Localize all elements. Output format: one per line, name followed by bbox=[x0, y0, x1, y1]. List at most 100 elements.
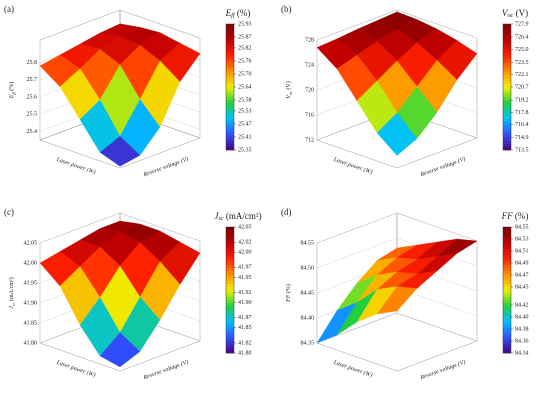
y-axis-label: Reverse voltage (V) bbox=[419, 156, 467, 179]
surface-cell bbox=[376, 286, 418, 315]
z-tick-label: 84.55 bbox=[301, 240, 315, 246]
colorbar-segment bbox=[226, 236, 234, 240]
colorbar-segment bbox=[503, 42, 511, 47]
colorbar-segment bbox=[503, 280, 511, 284]
colorbar-segment bbox=[226, 115, 234, 119]
colorbar-segment bbox=[226, 302, 234, 307]
colorbar-segment bbox=[503, 46, 511, 50]
colorbar-segment bbox=[503, 261, 511, 266]
colorbar-segment bbox=[503, 71, 511, 75]
colorbar-segment bbox=[503, 121, 511, 126]
unit: (%) bbox=[285, 284, 292, 295]
colorbar-tick-label: 41.97 bbox=[238, 265, 252, 271]
subscript: sc bbox=[218, 215, 223, 222]
x-axis-label: Laser power (W) bbox=[332, 156, 374, 176]
colorbar-segment bbox=[226, 146, 234, 151]
colorbar-segment bbox=[503, 137, 511, 141]
symbol: E bbox=[9, 94, 15, 99]
z-tick-label: 42.05 bbox=[24, 240, 38, 246]
symbol: V bbox=[286, 94, 292, 99]
colorbar-segment bbox=[503, 64, 511, 69]
colorbar-segment bbox=[503, 305, 511, 310]
colorbar-segment bbox=[226, 249, 234, 253]
colorbar-tick-label: 25.41 bbox=[238, 134, 252, 140]
colorbar-segment bbox=[503, 33, 511, 37]
colorbar-segment bbox=[503, 327, 511, 332]
grid-line bbox=[316, 212, 478, 244]
colorbar-tick-label: 716.4 bbox=[515, 122, 529, 128]
colorbar-tick-label: 727.9 bbox=[515, 21, 529, 27]
colorbar-segment bbox=[226, 140, 234, 144]
colorbar-tick-label: 713.5 bbox=[515, 147, 529, 153]
colorbar-segment bbox=[503, 77, 511, 81]
colorbar-tick-label: 84.51 bbox=[515, 248, 529, 254]
z-tick-label: 712 bbox=[305, 137, 314, 143]
colorbar-segment bbox=[503, 312, 511, 316]
symbol: V bbox=[502, 8, 509, 18]
colorbar-segment bbox=[226, 315, 234, 319]
colorbar-tick-label: 719.2 bbox=[515, 98, 529, 104]
colorbar-tick-label: 84.55 bbox=[515, 224, 529, 230]
unit: (V) bbox=[513, 8, 528, 18]
colorbar-segment bbox=[226, 230, 234, 234]
colorbar-segment bbox=[503, 321, 511, 325]
colorbar-segment bbox=[226, 46, 234, 50]
colorbar-segment bbox=[503, 74, 511, 78]
y-axis-label: Reverse voltage (V) bbox=[142, 156, 190, 179]
colorbar-tick-label: 25.47 bbox=[238, 121, 252, 127]
symbol: FF bbox=[286, 294, 292, 303]
z-tick-label: 41.85 bbox=[24, 320, 38, 326]
z-tick-label: 25.4 bbox=[27, 129, 38, 135]
panel: 41.80 41.85 41.90 41.95 42.00 42.05 Laser powe… bbox=[4, 207, 262, 382]
subscript: ff bbox=[231, 12, 236, 19]
z-axis-label: Jsc (mA/cm²) bbox=[8, 277, 16, 308]
colorbar-segment bbox=[503, 49, 511, 53]
colorbar-segment bbox=[503, 146, 511, 151]
z-tick-label: 25.8 bbox=[27, 60, 38, 66]
colorbar-segment bbox=[503, 143, 511, 148]
colorbar-tick-label: 25.64 bbox=[238, 84, 252, 90]
colorbar-segment bbox=[226, 90, 234, 94]
z-axis-label: FF (%) bbox=[285, 284, 292, 303]
grid-line bbox=[316, 312, 478, 344]
z-tick-label: 728 bbox=[305, 37, 314, 43]
colorbar-segment bbox=[503, 99, 511, 104]
x-axis-label: Laser power (W) bbox=[332, 359, 374, 379]
colorbar-segment bbox=[226, 349, 234, 354]
colorbar-segment bbox=[226, 245, 234, 250]
colorbar-segment bbox=[226, 131, 234, 135]
subscript: sc bbox=[11, 302, 16, 306]
colorbar-tick-label: 42.05 bbox=[238, 224, 252, 230]
colorbar-segment bbox=[226, 277, 234, 281]
colorbar-segment bbox=[503, 102, 511, 107]
colorbar-segment bbox=[503, 55, 511, 59]
colorbar-tick-label: 84.45 bbox=[515, 284, 529, 290]
colorbar-segment bbox=[503, 230, 511, 234]
colorbar-segment bbox=[503, 290, 511, 294]
surface-cell bbox=[99, 136, 141, 167]
colorbar-title: Jsc (mA/cm²) bbox=[214, 211, 261, 222]
colorbar-segment bbox=[503, 315, 511, 319]
z-tick-label: 25.6 bbox=[27, 94, 38, 100]
z-axis-label: Voc (V) bbox=[285, 81, 293, 98]
colorbar-segment bbox=[503, 267, 511, 272]
colorbar-segment bbox=[226, 52, 234, 56]
colorbar-segment bbox=[226, 242, 234, 247]
panel-label: (a) bbox=[4, 4, 14, 14]
colorbar-tick-label: 25.76 bbox=[238, 58, 252, 64]
z-tick-label: 25.5 bbox=[27, 112, 38, 118]
colorbar-tick-label: 84.38 bbox=[515, 326, 529, 332]
colorbar-segment bbox=[226, 290, 234, 294]
colorbar-segment bbox=[503, 124, 511, 129]
colorbar-tick-label: 84.42 bbox=[515, 302, 529, 308]
unit: (V) bbox=[285, 81, 292, 91]
colorbar-segment bbox=[226, 137, 234, 141]
colorbar-segment bbox=[226, 280, 234, 284]
colorbar-tick-label: 84.36 bbox=[515, 338, 529, 344]
panel-label: (d) bbox=[281, 207, 292, 217]
colorbar-segment bbox=[226, 87, 234, 91]
colorbar-tick-label: 714.9 bbox=[515, 135, 529, 141]
colorbar-segment bbox=[503, 115, 511, 119]
colorbar-segment bbox=[503, 318, 511, 322]
colorbar-segment bbox=[226, 109, 234, 113]
